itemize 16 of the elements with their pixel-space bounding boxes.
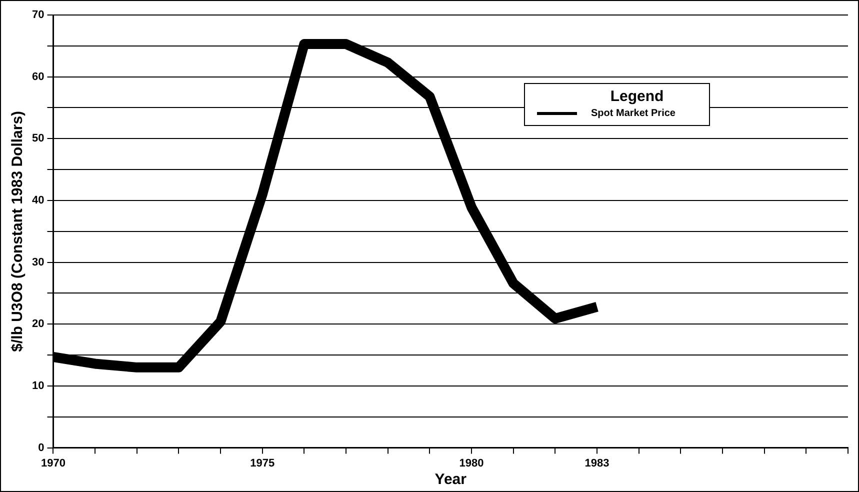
y-axis-title: $/lb U3O8 (Constant 1983 Dollars) xyxy=(9,110,26,352)
x-tick-label: 1970 xyxy=(40,457,66,470)
y-tick-label: 50 xyxy=(32,132,44,145)
legend-title: Legend xyxy=(609,88,665,105)
legend-label: Spot Market Price xyxy=(591,108,676,119)
x-tick-label: 1983 xyxy=(584,457,610,470)
y-tick-label: 0 xyxy=(38,442,44,454)
y-tick-label: 10 xyxy=(32,380,44,392)
x-axis-title: Year xyxy=(434,471,467,488)
y-tick-label: 60 xyxy=(32,70,44,83)
x-tick-label: 1980 xyxy=(459,457,484,470)
y-tick-label: 20 xyxy=(32,318,44,330)
x-tick-label: 1975 xyxy=(250,457,275,470)
y-tick-label: 40 xyxy=(32,194,44,207)
y-tick-label: 70 xyxy=(32,9,44,22)
y-tick-label: 30 xyxy=(32,256,44,268)
